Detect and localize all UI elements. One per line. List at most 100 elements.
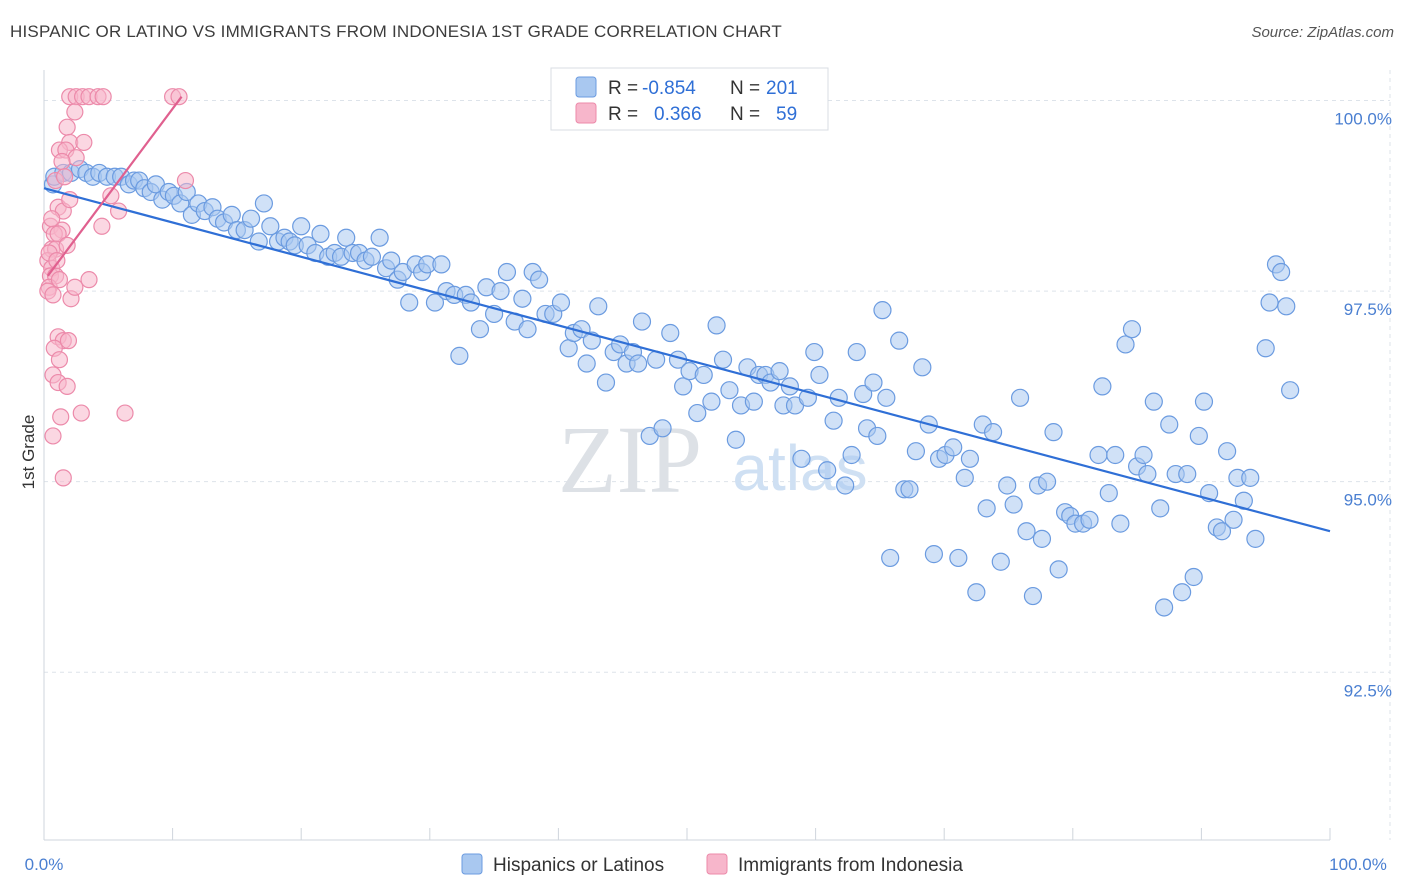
point-hispanics — [854, 384, 873, 404]
point-hispanics — [470, 320, 490, 339]
x-tick-label-max: 100.0% — [1329, 855, 1387, 874]
point-hispanics — [824, 411, 843, 430]
point-hispanics — [370, 228, 389, 247]
point-hispanics — [1160, 415, 1179, 434]
bottom-legend-swatch-pink — [706, 853, 728, 875]
legend-r-value-2: 0.366 — [654, 104, 702, 125]
point-hispanics — [1010, 388, 1030, 407]
point-hispanics — [596, 373, 616, 392]
point-hispanics — [254, 194, 274, 213]
point-indonesia — [43, 210, 61, 228]
point-indonesia — [176, 171, 195, 190]
point-hispanics — [1178, 464, 1197, 484]
point-hispanics — [450, 346, 469, 365]
point-hispanics — [1277, 297, 1296, 316]
legend-n-label-2: N = — [730, 104, 760, 125]
point-indonesia — [50, 271, 69, 289]
bottom-legend-hispanics: Hispanics or Latinos — [493, 855, 664, 876]
bottom-legend-indonesia: Immigrants from Indonesia — [738, 855, 963, 876]
point-hispanics — [955, 468, 974, 487]
point-hispanics — [1099, 484, 1118, 503]
point-indonesia — [72, 404, 90, 422]
point-indonesia — [66, 103, 84, 121]
point-indonesia — [53, 152, 71, 171]
point-hispanics — [983, 423, 1003, 442]
legend-swatch-blue — [575, 76, 597, 98]
point-hispanics — [1122, 320, 1142, 339]
point-hispanics — [877, 388, 896, 407]
point-hispanics — [1173, 583, 1192, 602]
point-hispanics — [890, 331, 909, 350]
y-tick-labels: 92.5% 95.0% 97.5% 100.0% — [1334, 109, 1392, 700]
point-hispanics — [1044, 423, 1063, 442]
trend-line-hispanics — [43, 187, 1331, 533]
point-hispanics — [1218, 442, 1237, 461]
point-hispanics — [518, 320, 537, 339]
point-indonesia — [54, 469, 72, 487]
point-hispanics — [967, 583, 986, 602]
point-hispanics — [1032, 529, 1052, 548]
point-hispanics — [559, 339, 578, 358]
y-tick-label: 95.0% — [1344, 491, 1392, 510]
point-hispanics — [924, 545, 944, 564]
point-indonesia — [59, 332, 78, 350]
point-indonesia — [116, 404, 134, 422]
point-hispanics — [688, 403, 707, 423]
point-hispanics — [842, 445, 861, 465]
chart-title: HISPANIC OR LATINO VS IMMIGRANTS FROM IN… — [10, 22, 782, 41]
series-indonesia-points — [39, 88, 195, 487]
point-hispanics — [513, 289, 532, 308]
y-axis-label: 1st Grade — [19, 415, 38, 490]
point-hispanics — [1272, 262, 1291, 282]
bottom-legend-swatch-blue — [461, 853, 483, 875]
point-indonesia — [75, 133, 93, 152]
point-hispanics — [497, 262, 517, 282]
point-hispanics — [702, 392, 721, 411]
point-hispanics — [632, 312, 652, 331]
axes — [43, 70, 1331, 841]
point-hispanics — [432, 255, 451, 274]
point-indonesia — [44, 427, 62, 445]
point-hispanics — [991, 552, 1010, 571]
point-hispanics — [1049, 560, 1068, 579]
point-hispanics — [913, 358, 932, 377]
point-indonesia — [44, 286, 62, 304]
legend-r-label-2: R = — [608, 104, 638, 125]
point-hispanics — [694, 365, 713, 385]
point-hispanics — [836, 476, 855, 495]
x-tick-labels: 0.0% 100.0% — [25, 855, 1387, 874]
point-hispanics — [900, 480, 919, 499]
point-hispanics — [1023, 586, 1043, 606]
point-hispanics — [713, 350, 733, 369]
legend-r-label-1: R = — [608, 78, 638, 99]
point-hispanics — [629, 354, 648, 373]
point-hispanics — [770, 362, 789, 381]
point-hispanics — [1134, 445, 1153, 465]
point-hispanics — [744, 392, 763, 411]
point-indonesia — [170, 88, 188, 106]
point-hispanics — [818, 461, 837, 480]
point-hispanics — [906, 442, 926, 461]
point-hispanics — [1281, 381, 1300, 400]
point-hispanics — [726, 430, 745, 449]
point-hispanics — [1212, 522, 1232, 541]
point-indonesia — [93, 217, 111, 235]
point-hispanics — [949, 548, 968, 568]
point-indonesia — [80, 271, 98, 289]
point-hispanics — [1093, 377, 1112, 396]
point-hispanics — [292, 217, 311, 236]
point-hispanics — [1155, 598, 1174, 617]
point-hispanics — [810, 365, 829, 385]
source-label: Source: ZipAtlas.com — [1251, 24, 1394, 41]
point-indonesia — [55, 168, 74, 186]
point-indonesia — [58, 236, 76, 254]
point-hispanics — [1106, 445, 1125, 465]
point-indonesia — [58, 118, 76, 136]
point-hispanics — [1256, 339, 1275, 358]
point-indonesia — [94, 88, 112, 106]
legend-n-value-1: 201 — [766, 78, 798, 99]
point-hispanics — [881, 548, 900, 568]
stats-legend-box — [550, 67, 829, 131]
grid-lines — [44, 70, 1391, 840]
